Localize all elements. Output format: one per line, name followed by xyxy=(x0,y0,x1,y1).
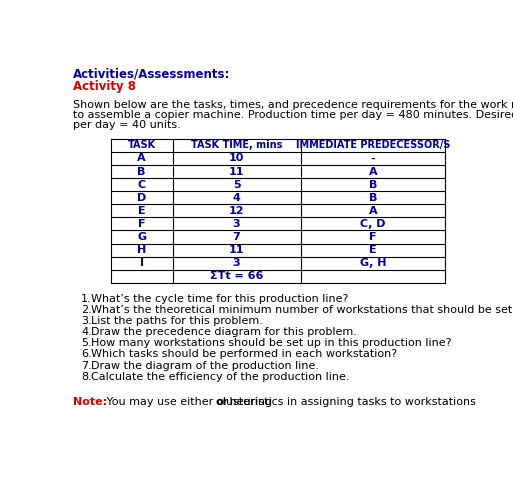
Text: List the paths for this problem.: List the paths for this problem. xyxy=(91,316,263,326)
Text: G, H: G, H xyxy=(360,258,386,268)
Text: Note:: Note: xyxy=(73,397,108,407)
Text: F: F xyxy=(138,219,145,229)
Text: TASK: TASK xyxy=(128,140,155,150)
Text: C: C xyxy=(137,180,146,190)
Text: F: F xyxy=(369,232,377,242)
Text: B: B xyxy=(369,180,377,190)
Text: Shown below are the tasks, times, and precedence requirements for the work requi: Shown below are the tasks, times, and pr… xyxy=(73,100,513,110)
Text: Draw the diagram of the production line.: Draw the diagram of the production line. xyxy=(91,361,319,370)
Text: 1.: 1. xyxy=(81,294,92,304)
Text: 5.: 5. xyxy=(81,338,92,348)
Text: Activity 8: Activity 8 xyxy=(73,80,136,93)
Text: A: A xyxy=(137,154,146,163)
Text: 12: 12 xyxy=(229,206,244,216)
Text: D: D xyxy=(137,193,146,203)
Text: How many workstations should be set up in this production line?: How many workstations should be set up i… xyxy=(91,338,452,348)
Text: 3: 3 xyxy=(233,219,241,229)
Text: B: B xyxy=(369,193,377,203)
Text: IMMEDIATE PREDECESSOR/S: IMMEDIATE PREDECESSOR/S xyxy=(296,140,450,150)
Text: E: E xyxy=(369,245,377,255)
Text: E: E xyxy=(138,206,146,216)
Text: 4: 4 xyxy=(232,193,241,203)
Text: Draw the precedence diagram for this problem.: Draw the precedence diagram for this pro… xyxy=(91,327,357,337)
Text: Activities/Assessments:: Activities/Assessments: xyxy=(73,67,231,80)
Text: I: I xyxy=(140,258,144,268)
Text: or: or xyxy=(215,397,228,407)
Text: 11: 11 xyxy=(229,245,244,255)
Text: 2.: 2. xyxy=(81,305,92,315)
Text: to assemble a copier machine. Production time per day = 480 minutes. Desired out: to assemble a copier machine. Production… xyxy=(73,110,513,120)
Text: heuristics in assigning tasks to workstations: heuristics in assigning tasks to worksta… xyxy=(226,397,476,407)
Text: 11: 11 xyxy=(229,167,244,176)
Text: 8.: 8. xyxy=(81,372,92,382)
Text: You may use either clustering: You may use either clustering xyxy=(103,397,275,407)
Text: 4.: 4. xyxy=(81,327,92,337)
Text: H: H xyxy=(137,245,146,255)
Text: Which tasks should be performed in each workstation?: Which tasks should be performed in each … xyxy=(91,349,398,359)
Text: 3.: 3. xyxy=(81,316,92,326)
Text: G: G xyxy=(137,232,146,242)
Text: 7.: 7. xyxy=(81,361,92,370)
Text: A: A xyxy=(369,206,377,216)
Text: 7: 7 xyxy=(233,232,241,242)
Text: 3: 3 xyxy=(233,258,241,268)
Text: C, D: C, D xyxy=(360,219,386,229)
Text: A: A xyxy=(369,167,377,176)
Text: TASK TIME, mins: TASK TIME, mins xyxy=(191,140,282,150)
Text: What’s the theoretical minimum number of workstations that should be set up?: What’s the theoretical minimum number of… xyxy=(91,305,513,315)
Text: Calculate the efficiency of the production line.: Calculate the efficiency of the producti… xyxy=(91,372,350,382)
Text: 10: 10 xyxy=(229,154,244,163)
Text: -: - xyxy=(371,154,376,163)
Text: 6.: 6. xyxy=(81,349,92,359)
Text: ΣTt = 66: ΣTt = 66 xyxy=(210,271,263,281)
Text: What’s the cycle time for this production line?: What’s the cycle time for this productio… xyxy=(91,294,349,304)
Text: per day = 40 units.: per day = 40 units. xyxy=(73,120,181,130)
Text: 5: 5 xyxy=(233,180,241,190)
Text: B: B xyxy=(137,167,146,176)
